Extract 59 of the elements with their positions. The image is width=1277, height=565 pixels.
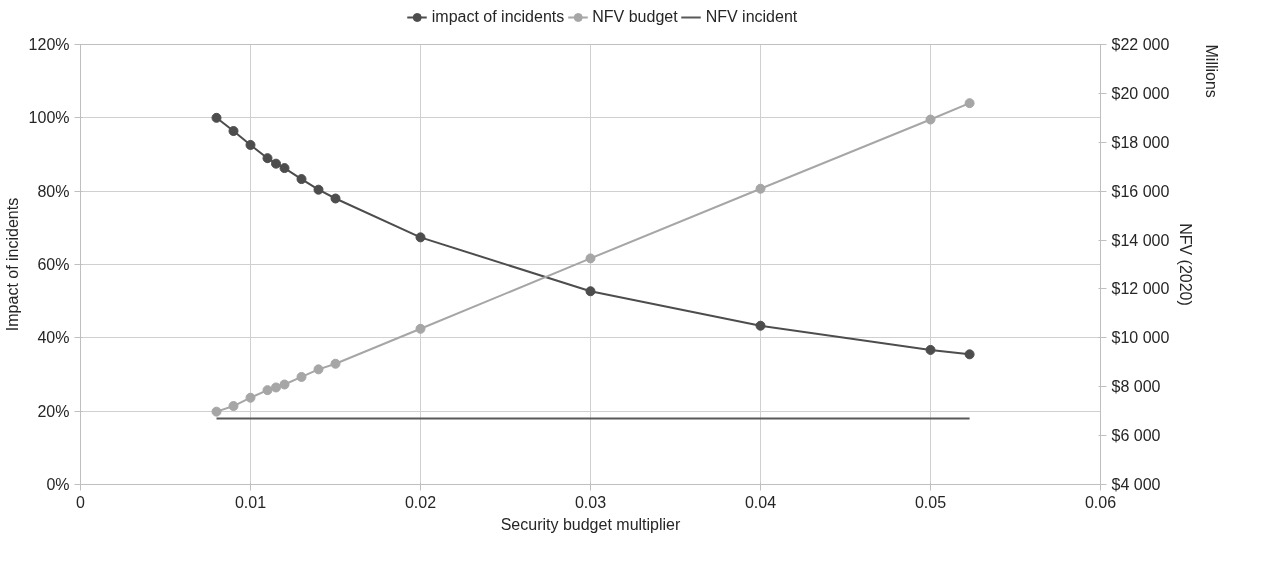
point <box>755 183 766 194</box>
point <box>415 323 426 334</box>
point <box>228 401 239 412</box>
point <box>271 382 281 393</box>
y-tick-label: 120% <box>28 36 70 53</box>
point <box>330 193 341 204</box>
y2-tick-label: $20 000 <box>1111 84 1170 102</box>
y2-tick-label: $4 000 <box>1111 476 1161 493</box>
point <box>245 392 256 403</box>
y2-tick-label: $16 000 <box>1111 182 1170 200</box>
legend-label: NFV incident <box>705 8 798 26</box>
point <box>330 358 341 369</box>
x-tick-label: 0.01 <box>234 493 267 511</box>
y2-tick-label: $18 000 <box>1111 133 1170 151</box>
y2-tick-label: $6 000 <box>1111 427 1161 445</box>
point <box>925 114 936 125</box>
y-tick-label: 80% <box>37 182 70 200</box>
legend-label: NFV budget <box>592 8 678 26</box>
y2-tick-label: $14 000 <box>1111 231 1170 249</box>
x-tick-label: 0.05 <box>914 493 947 511</box>
y2-tick-label: $10 000 <box>1111 329 1170 347</box>
point <box>313 184 324 195</box>
y2-tick-label: $12 000 <box>1111 280 1170 298</box>
point <box>415 232 426 243</box>
y-tick-label: 20% <box>37 402 70 420</box>
x-tick-label: 0.06 <box>1084 493 1117 511</box>
point <box>279 379 290 390</box>
x-tick-label: 0 <box>76 493 86 511</box>
x-tick-label: 0.02 <box>404 493 437 511</box>
legend-label: impact of incidents <box>431 8 565 26</box>
point <box>279 163 290 174</box>
point <box>228 126 239 137</box>
y2-tick-label: $22 000 <box>1111 36 1170 53</box>
point <box>262 385 273 396</box>
point <box>296 174 307 185</box>
y-tick-label: 60% <box>37 256 70 273</box>
point <box>964 98 975 109</box>
y-tick-label: 0% <box>46 476 70 493</box>
point <box>211 112 222 123</box>
y2-tick-label: $8 000 <box>1111 378 1161 396</box>
point <box>211 406 222 417</box>
x-tick-label: 0.04 <box>744 493 777 511</box>
point <box>296 371 307 382</box>
point <box>271 158 281 169</box>
point <box>964 349 975 360</box>
point <box>262 153 273 164</box>
point <box>585 286 596 297</box>
y-tick-label: 100% <box>28 109 70 127</box>
text: Millions <box>1202 44 1220 98</box>
point <box>313 364 324 375</box>
point <box>245 139 256 150</box>
y-axis-title: Impact of incidents <box>3 197 21 332</box>
point <box>755 320 766 331</box>
y2-axis-title: NFV (2020) <box>1177 223 1195 306</box>
x-axis-title: Security budget multiplier <box>500 515 681 533</box>
point <box>925 344 936 355</box>
y-tick-label: 40% <box>37 329 70 347</box>
point <box>585 253 596 264</box>
x-tick-label: 0.03 <box>574 493 607 511</box>
